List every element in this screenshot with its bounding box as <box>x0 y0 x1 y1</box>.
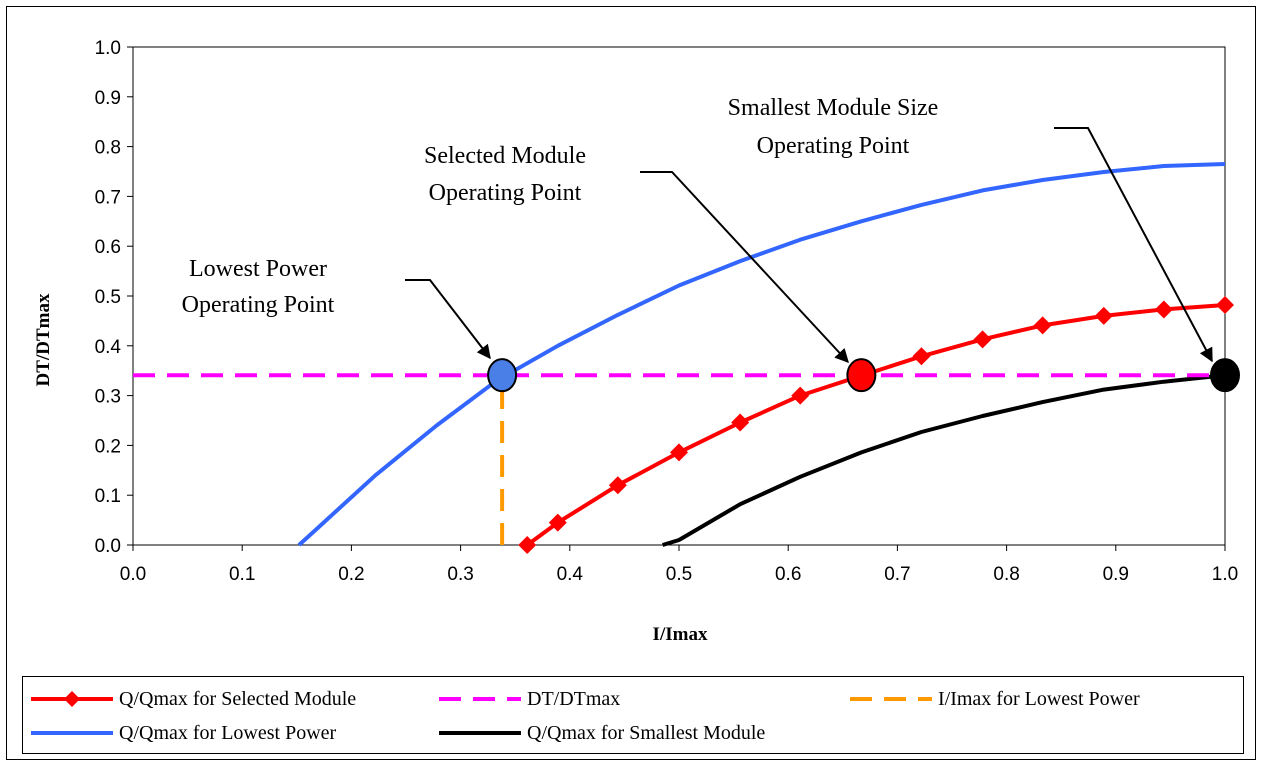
chart-frame <box>6 6 1256 760</box>
y-tick-label: 1.0 <box>95 38 121 59</box>
selected-module-marker <box>548 513 567 532</box>
legend: Q/Qmax for Selected Module DT/DTmax I/Im… <box>22 676 1244 754</box>
selected-module-marker <box>1033 316 1052 335</box>
selected-module-marker <box>912 347 931 366</box>
axes: 0.0 0.1 0.2 0.3 0.4 0.5 0.6 0.7 0.8 0.9 1.0 0.0 0.1 0… <box>95 38 1239 585</box>
x-tick-label: 0.9 <box>1103 564 1129 585</box>
annotations: Lowest Power Operating Point Selected Modu… <box>182 95 1213 364</box>
legend-item-imax-lowest: I/Imax for Lowest Power <box>848 686 1140 712</box>
annotation-arrow <box>1054 127 1213 363</box>
legend-label-imax-lowest: I/Imax for Lowest Power <box>938 687 1140 710</box>
legend-item-smallest-module: Q/Qmax for Smallest Module <box>437 720 765 746</box>
x-tick-label: 0.1 <box>229 564 255 585</box>
x-tick-label: 0.4 <box>557 564 584 585</box>
legend-item-dt: DT/DTmax <box>437 686 620 712</box>
annot-lowest-power-line2: Operating Point <box>182 292 335 318</box>
y-axis-label: DT/DTmax <box>33 293 54 386</box>
selected-module-marker <box>731 413 750 432</box>
y-tick-label: 0.5 <box>95 287 121 308</box>
series-selected-module <box>526 303 1226 547</box>
selected-module-marker <box>1154 300 1173 319</box>
x-tick-label: 0.5 <box>666 564 692 585</box>
annotation-arrow <box>405 279 491 360</box>
annot-smallest-module-line2: Operating Point <box>757 133 910 159</box>
selected-module-marker <box>791 386 810 405</box>
legend-label-dt: DT/DTmax <box>527 687 621 710</box>
series-lowest-power <box>297 162 1226 547</box>
x-tick-label: 0.8 <box>993 564 1019 585</box>
selected-module-marker <box>608 476 627 495</box>
y-tick-label: 0.0 <box>95 536 121 557</box>
annotation-arrow <box>640 171 849 364</box>
annot-lowest-power-line1: Lowest Power <box>189 256 327 282</box>
y-tick-label: 0.3 <box>95 387 121 408</box>
lowest-power-operating-point <box>487 358 518 393</box>
selected-module-marker <box>670 443 688 462</box>
legend-marker-lowest-power <box>31 731 113 735</box>
x-tick-label: 0.0 <box>120 564 146 585</box>
legend-marker-selected-module <box>31 691 113 707</box>
series-layer <box>133 162 1234 554</box>
y-tick-label: 0.4 <box>95 337 122 358</box>
x-tick-label: 1.0 <box>1212 564 1238 585</box>
legend-item-lowest-power: Q/Qmax for Lowest Power <box>29 720 336 746</box>
selected-module-marker <box>1094 306 1113 325</box>
selected-module-operating-point <box>846 358 877 393</box>
selected-module-marker <box>1216 295 1234 314</box>
x-tick-label: 0.7 <box>884 564 910 585</box>
y-tick-label: 0.9 <box>95 88 121 109</box>
legend-marker-smallest-module <box>439 731 521 735</box>
legend-label-smallest-module: Q/Qmax for Smallest Module <box>527 721 766 744</box>
operating-points <box>487 358 1240 393</box>
legend-label-lowest-power: Q/Qmax for Lowest Power <box>119 721 337 744</box>
y-tick-label: 0.7 <box>95 187 121 208</box>
annot-smallest-module-line1: Smallest Module Size <box>728 95 939 121</box>
x-tick-label: 0.3 <box>447 564 473 585</box>
annot-selected-module-line1: Selected Module <box>424 143 586 169</box>
legend-item-selected-module: Q/Qmax for Selected Module <box>29 686 356 712</box>
selected-module-marker <box>973 330 992 349</box>
series-smallest-module <box>662 373 1226 547</box>
x-tick-label: 0.6 <box>775 564 801 585</box>
annot-selected-module-line2: Operating Point <box>429 180 582 206</box>
legend-marker-dt <box>439 697 521 701</box>
y-tick-label: 0.1 <box>95 486 121 507</box>
smallest-module-operating-point <box>1210 358 1240 393</box>
selected-module-marker <box>518 536 537 554</box>
legend-marker-imax-lowest <box>850 697 932 701</box>
y-tick-label: 0.6 <box>95 237 121 258</box>
x-tick-label: 0.2 <box>338 564 364 585</box>
y-tick-label: 0.8 <box>95 138 121 159</box>
y-tick-label: 0.2 <box>95 436 121 457</box>
legend-label-selected-module: Q/Qmax for Selected Module <box>119 687 357 710</box>
x-axis-label: I/Imax <box>653 624 708 645</box>
